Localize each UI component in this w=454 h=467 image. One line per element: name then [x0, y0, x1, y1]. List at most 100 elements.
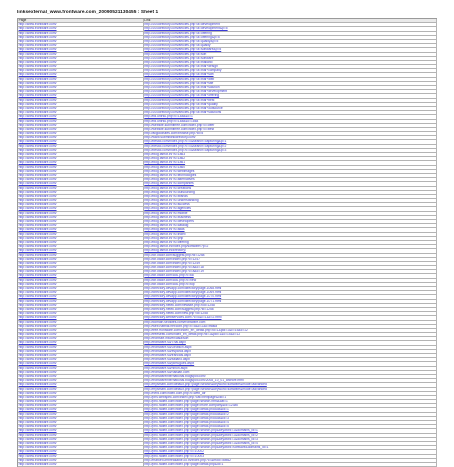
external-link[interactable]: http://blog.famot.in/?s=1863 [143, 153, 437, 158]
page-url-link[interactable]: http://www.frontware.com/ [18, 441, 144, 447]
page-url-link[interactable]: http://www.frontware.com/ [18, 446, 144, 451]
external-link[interactable]: http://directory.netek.com/suggest.php?i… [143, 307, 437, 313]
external-link[interactable]: http://directory.netek.com/newsite.php?c… [143, 303, 437, 308]
page-url-link[interactable]: http://www.frontware.com/ [18, 312, 144, 317]
external-link[interactable]: http://dir.otcdir.com/index.php?c=a&c=18 [143, 266, 437, 271]
external-link[interactable]: http://blog.famot.in/index.php/software/… [143, 245, 437, 250]
page-url-link[interactable]: http://www.frontware.com/ [18, 387, 144, 392]
page-url-link[interactable]: http://www.frontware.com/ [18, 203, 144, 208]
page-url-link[interactable]: http://www.frontware.com/ [18, 425, 144, 430]
external-link[interactable]: http://frontware.su/francais.aspx [143, 354, 437, 359]
external-link[interactable]: http://pnk.radeit.com/index.php?page=mor… [143, 404, 437, 409]
external-link[interactable]: http://200directory.com/articles.php?a=t… [143, 60, 437, 66]
external-link[interactable]: http://blog.famot.in/?s=1862 [143, 157, 437, 162]
external-link[interactable]: http://pnk.radeit.com/index.php?page=sea… [143, 441, 437, 447]
external-link[interactable]: http://blog.famot.in/?s=developers [143, 220, 437, 225]
page-url-link[interactable]: http://www.frontware.com/ [18, 358, 144, 363]
page-url-link[interactable]: http://www.frontware.com/ [18, 102, 144, 107]
external-link[interactable]: http://frontware.su/Deutsch.aspx [143, 345, 437, 350]
page-url-link[interactable]: http://www.frontware.com/ [18, 106, 144, 112]
page-url-link[interactable]: http://www.frontware.com/ [18, 48, 144, 53]
external-link[interactable]: http://200directory.com/articles.php?a=t… [143, 106, 437, 112]
page-url-link[interactable]: http://www.frontware.com/ [18, 186, 144, 191]
external-link[interactable]: http://bestol.com/index.php?c=0&search=c… [143, 148, 437, 153]
external-link[interactable]: http://domain.seosites.com/frontware.com [143, 320, 437, 325]
external-link[interactable]: http://web.hatthai.net/cont.php?c=d&c=2&… [143, 324, 437, 329]
page-url-link[interactable]: http://www.frontware.com/ [18, 127, 144, 133]
external-link[interactable]: http://pnk.radeit.com/index.php?page=det… [143, 408, 437, 413]
external-link[interactable]: http://200directory.com/articles.php?a=d… [143, 27, 437, 32]
page-url-link[interactable]: http://www.frontware.com/ [18, 35, 144, 40]
page-url-link[interactable]: http://www.frontware.com/ [18, 404, 144, 409]
page-url-link[interactable]: http://www.frontware.com/ [18, 190, 144, 195]
external-link[interactable]: http://200directory.com/articles.php?a=t… [143, 90, 437, 95]
page-url-link[interactable]: http://www.frontware.com/ [18, 400, 144, 405]
external-link[interactable]: http://200directory.com/articles.php?a=t… [143, 73, 437, 78]
external-link[interactable]: http://frontware.su/espanol.aspx [143, 349, 437, 354]
external-link[interactable]: http://frontware.su/nihon.aspx [143, 366, 437, 371]
external-link[interactable]: http://dir.otcdir.com/index.php?c=1247 [143, 257, 437, 262]
page-url-link[interactable]: http://www.frontware.com/ [18, 44, 144, 49]
external-link[interactable]: http://directory.devapp.com/directory/pa… [143, 295, 437, 300]
page-url-link[interactable]: http://www.frontware.com/ [18, 236, 144, 241]
external-link[interactable]: http://200directory.com/articles.php?a=d… [143, 23, 437, 28]
external-link[interactable]: http://200directory.com/articles.php?a=t… [143, 65, 437, 70]
page-url-link[interactable]: http://www.frontware.com/ [18, 391, 144, 396]
page-url-link[interactable]: http://www.frontware.com/ [18, 69, 144, 74]
external-link[interactable]: http://200directory.com/articles.php?a=t… [143, 69, 437, 74]
page-url-link[interactable]: http://www.frontware.com/ [18, 395, 144, 401]
external-link[interactable]: http://dir.otcdir.com/index.php?c=1249 [143, 261, 437, 267]
external-link[interactable]: http://blog.famot.in/?s=webimages [143, 169, 437, 174]
page-url-link[interactable]: http://www.frontware.com/ [18, 148, 144, 153]
page-url-link[interactable]: http://www.frontware.com/ [18, 257, 144, 262]
external-link[interactable]: http://website.submitfree.com/index.php?… [143, 127, 437, 133]
external-link[interactable]: http://frontware.su/italiano.aspx [143, 358, 437, 363]
page-url-link[interactable]: http://www.frontware.com/ [18, 224, 144, 229]
page-url-link[interactable]: http://www.frontware.com/ [18, 416, 144, 421]
page-url-link[interactable]: http://www.frontware.com/ [18, 31, 144, 36]
page-url-link[interactable]: http://www.frontware.com/ [18, 144, 144, 149]
external-link[interactable]: http://200directory.com/articles.php?a=o… [143, 35, 437, 40]
external-link[interactable]: http://frontware.su/russian.com [143, 370, 437, 375]
external-link[interactable]: http://pns.webspek.com/index.php?cat=nex… [143, 395, 437, 401]
page-url-link[interactable]: http://www.frontware.com/ [18, 274, 144, 279]
page-url-link[interactable]: http://www.frontware.com/ [18, 111, 144, 116]
page-url-link[interactable]: http://www.frontware.com/ [18, 282, 144, 287]
external-link[interactable]: http://blog.famot.in/?s=understanding [143, 199, 437, 204]
page-url-link[interactable]: http://www.frontware.com/ [18, 261, 144, 267]
external-link[interactable]: http://directory.netek.com/new.php?id=12… [143, 312, 437, 317]
page-url-link[interactable]: http://www.frontware.com/ [18, 27, 144, 32]
page-url-link[interactable]: http://www.frontware.com/ [18, 349, 144, 354]
external-link[interactable]: http://bestol.com/index.php?c=0&search=c… [143, 140, 437, 145]
page-url-link[interactable]: http://www.frontware.com/ [18, 345, 144, 350]
external-link[interactable]: http://pnk.radeit.com/index.php?page=sea… [143, 433, 437, 438]
external-link[interactable]: http://pnk.radeit.com/index.php?page=sea… [143, 400, 437, 405]
external-link[interactable]: http://pnk.radeit.com/index.php?page=det… [143, 425, 437, 430]
external-link[interactable]: http://blog.famot.in/?s=mobile [143, 211, 437, 216]
page-url-link[interactable]: http://www.frontware.com/ [18, 333, 144, 338]
external-link[interactable]: http://200directory.com/articles.php?a=q… [143, 44, 437, 49]
page-url-link[interactable]: http://www.frontware.com/ [18, 173, 144, 179]
page-url-link[interactable]: http://www.frontware.com/ [18, 362, 144, 367]
page-url-link[interactable]: http://www.frontware.com/ [18, 295, 144, 300]
page-url-link[interactable]: http://www.frontware.com/ [18, 157, 144, 162]
external-link[interactable]: http://pnk.radeit.com/index.php?page=det… [143, 421, 437, 426]
external-link[interactable]: http://blog.famot.in/?s=catalog [143, 224, 437, 229]
external-link[interactable]: http://mysmartl.com/default.php?page=sea… [143, 387, 437, 392]
external-link[interactable]: http://dir.otcdir.com/cou.php?c=68 [143, 274, 437, 279]
page-url-link[interactable]: http://www.frontware.com/ [18, 379, 144, 384]
page-url-link[interactable]: http://www.frontware.com/ [18, 153, 144, 158]
page-url-link[interactable]: http://www.frontware.com/ [18, 136, 144, 141]
page-url-link[interactable]: http://www.frontware.com/ [18, 370, 144, 375]
external-link[interactable]: http://allgoodsites.com/browse.php?id=5 [143, 132, 437, 137]
page-url-link[interactable]: http://www.frontware.com/ [18, 81, 144, 86]
page-url-link[interactable]: http://www.frontware.com/ [18, 291, 144, 296]
external-link[interactable]: http://200directory.com/articles.php?a=t… [143, 86, 437, 91]
page-url-link[interactable]: http://www.frontware.com/ [18, 98, 144, 103]
external-link[interactable]: http://blog.famot.in/?s=technologies [143, 173, 437, 179]
external-link[interactable]: http://frontware.su/Thai.aspx [143, 341, 437, 346]
external-link[interactable]: http://bd.unirsu.php?c=1848&c=1864 [143, 119, 437, 124]
external-link[interactable]: http://nerd.com/index.com.php?c=web_dir [143, 391, 437, 396]
external-link[interactable]: http://free.frontware.com/index_en_detai… [143, 328, 437, 334]
external-link[interactable]: http://pnk.radeit.com/index.php?page=sea… [143, 446, 437, 451]
